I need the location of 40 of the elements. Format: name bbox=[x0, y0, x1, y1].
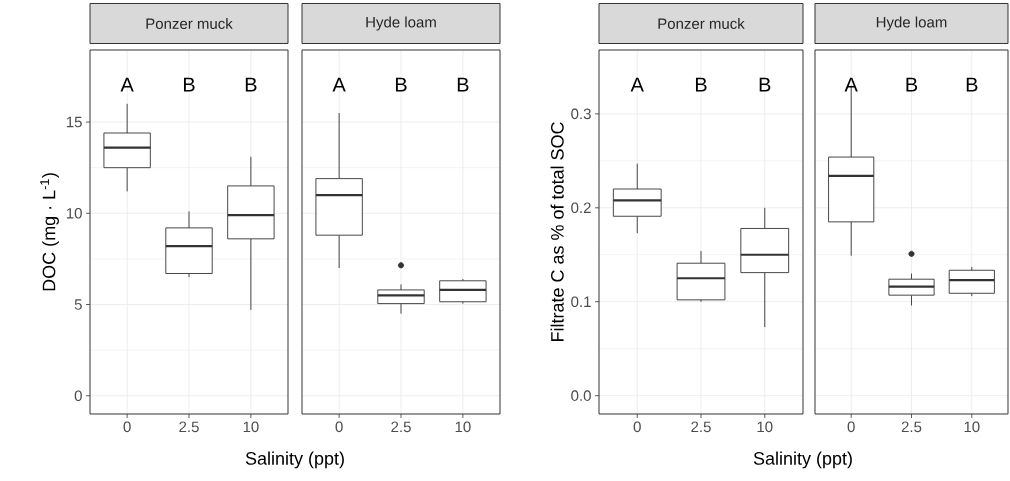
y-tick-label: 10 bbox=[66, 207, 82, 219]
y-tick-label: 0.0 bbox=[571, 390, 591, 401]
annotation: B bbox=[395, 77, 407, 92]
x-tick-label: 0 bbox=[847, 421, 855, 433]
x-tick-label: 2.5 bbox=[901, 421, 922, 433]
chart-title: Ponzer muck bbox=[658, 17, 745, 29]
x-tick-label: 0 bbox=[123, 421, 131, 433]
annotation: B bbox=[695, 77, 707, 92]
y-axis-title: Filtrate C as % of total SOC bbox=[550, 122, 564, 342]
annotation: B bbox=[906, 77, 918, 92]
x-axis-title: Salinity (ppt) bbox=[753, 451, 852, 469]
y-tick-label: 0.2 bbox=[571, 202, 591, 214]
annotation: A bbox=[630, 77, 644, 92]
x-tick-label: 10 bbox=[455, 421, 471, 433]
y-axis-title: DOC (mg · L$^{-1}$) bbox=[40, 173, 59, 291]
x-tick-label: 0 bbox=[335, 421, 343, 433]
x-axis-title: Salinity (ppt) bbox=[245, 451, 344, 469]
chart-title: Hyde loam bbox=[366, 16, 436, 31]
annotation: B bbox=[245, 77, 257, 92]
annotation: B bbox=[457, 77, 469, 92]
x-tick-label: 2.5 bbox=[391, 421, 411, 433]
x-tick-label: 10 bbox=[757, 421, 773, 433]
annotation: B bbox=[759, 77, 771, 92]
y-tick-label: 0.3 bbox=[571, 108, 591, 120]
y-tick-label: 0.1 bbox=[571, 296, 591, 308]
annotation: A bbox=[332, 77, 346, 92]
chart-title: Hyde loam bbox=[876, 16, 947, 31]
x-tick-label: 0 bbox=[633, 421, 641, 433]
y-tick-label: 0 bbox=[74, 390, 82, 402]
annotation: A bbox=[844, 77, 858, 92]
chart-title: Ponzer muck bbox=[146, 17, 233, 29]
x-tick-label: 2.5 bbox=[179, 421, 199, 433]
y-tick-label: 15 bbox=[66, 116, 82, 128]
x-tick-label: 10 bbox=[243, 421, 259, 433]
annotation: B bbox=[183, 77, 195, 92]
y-tick-label: 5 bbox=[74, 299, 82, 310]
annotation: B bbox=[966, 77, 978, 92]
annotation: A bbox=[120, 77, 134, 92]
x-tick-label: 10 bbox=[964, 421, 980, 433]
x-tick-label: 2.5 bbox=[691, 421, 711, 433]
